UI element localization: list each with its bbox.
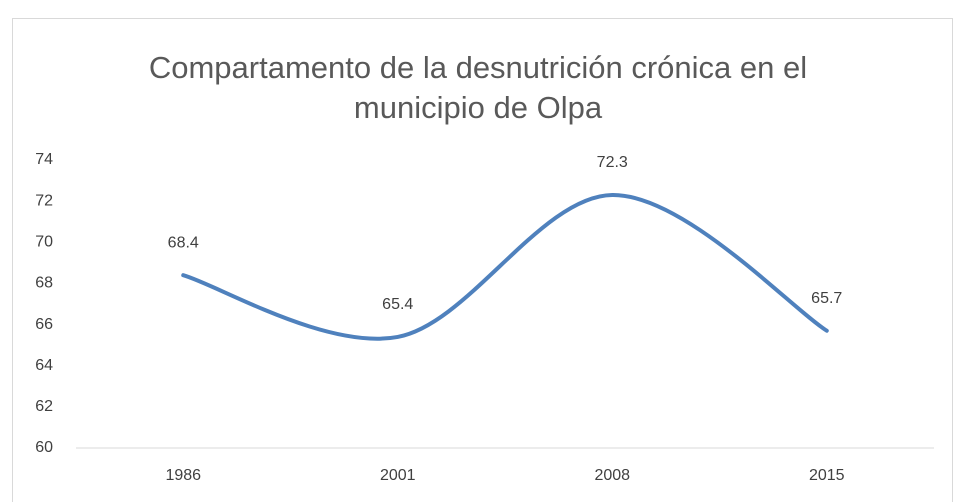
data-label: 65.4 bbox=[382, 296, 413, 313]
y-tick-label: 72 bbox=[35, 192, 53, 209]
y-tick-label: 64 bbox=[35, 357, 53, 374]
x-tick-label: 2001 bbox=[380, 467, 416, 484]
x-tick-label: 1986 bbox=[165, 467, 201, 484]
y-tick-label: 66 bbox=[35, 316, 53, 333]
y-tick-label: 62 bbox=[35, 398, 53, 415]
y-tick-label: 70 bbox=[35, 234, 53, 251]
chart-border bbox=[12, 18, 953, 502]
data-label: 72.3 bbox=[597, 154, 628, 171]
data-label: 65.7 bbox=[811, 290, 842, 307]
y-tick-label: 74 bbox=[35, 151, 53, 168]
line-series bbox=[181, 192, 829, 341]
y-tick-label: 60 bbox=[35, 439, 53, 456]
x-tick-label: 2015 bbox=[809, 467, 845, 484]
x-tick-label: 2008 bbox=[594, 467, 630, 484]
y-tick-label: 68 bbox=[35, 275, 53, 292]
chart-title: Compartamento de la desnutrición crónica… bbox=[148, 50, 808, 125]
data-label: 68.4 bbox=[168, 234, 199, 251]
